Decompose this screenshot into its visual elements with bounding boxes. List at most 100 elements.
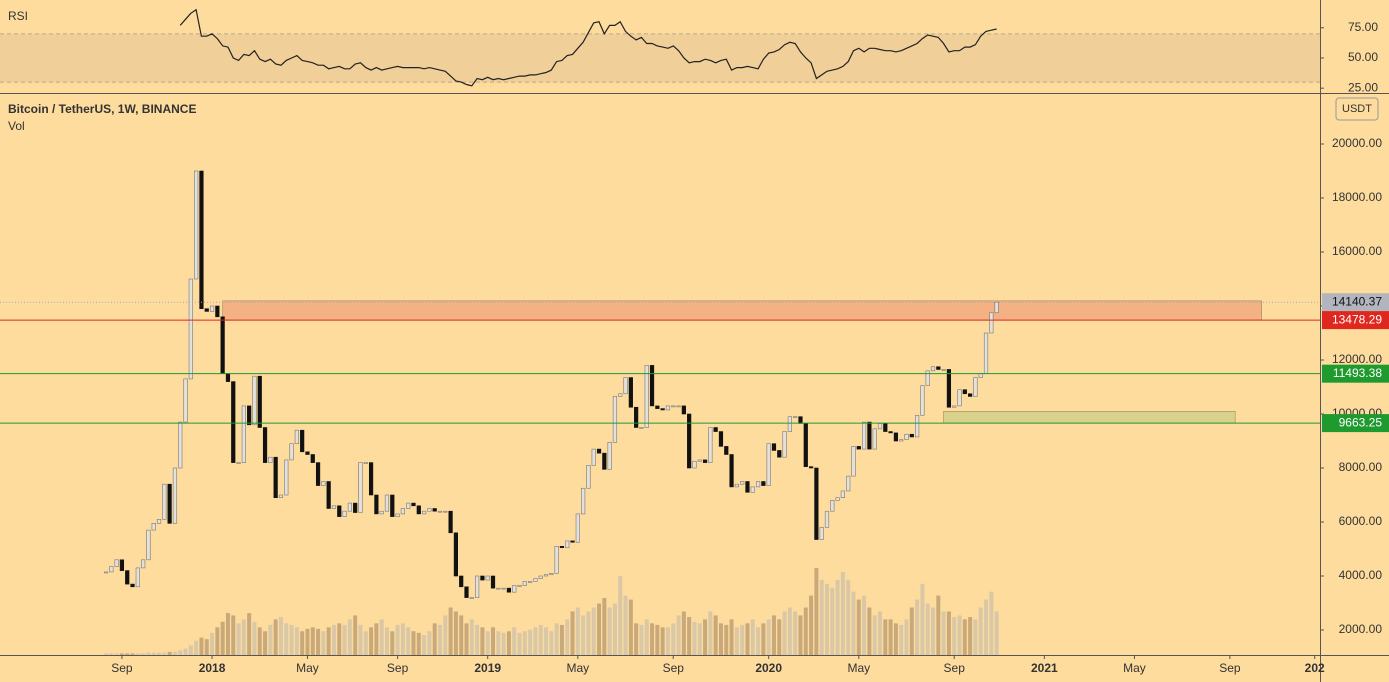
candle: [899, 439, 904, 442]
volume-bar: [369, 627, 374, 655]
candle: [480, 575, 485, 581]
candle: [660, 408, 665, 411]
volume-bar: [310, 627, 315, 655]
candle: [252, 375, 257, 426]
volume-bar: [247, 613, 252, 655]
volume-bar: [300, 631, 305, 655]
candle: [671, 405, 676, 408]
candle: [771, 443, 777, 451]
volume-bar: [316, 628, 321, 655]
rsi-band: [0, 33, 1320, 83]
volume-bar: [284, 623, 289, 655]
candle: [379, 510, 384, 515]
volume-bar: [909, 607, 914, 655]
volume-bar: [358, 624, 363, 655]
volume-bar: [724, 624, 729, 655]
volume-bar: [263, 631, 268, 655]
volume-bar: [220, 621, 225, 655]
candle: [973, 377, 978, 397]
volume-bar: [188, 645, 193, 655]
volume-bar: [872, 615, 877, 655]
y-tick-label: 20000.00: [1332, 136, 1382, 150]
volume-bar: [104, 653, 109, 655]
candle: [109, 566, 114, 573]
candle: [130, 583, 135, 588]
volume-bar: [109, 653, 114, 655]
volume-bar: [305, 628, 310, 655]
volume-bar: [390, 631, 395, 655]
candle: [459, 575, 464, 588]
candle: [406, 502, 411, 509]
volume-bar: [957, 615, 962, 655]
volume-bar: [204, 639, 209, 655]
volume-bar: [252, 621, 257, 655]
volume-bar: [459, 615, 464, 655]
volume-bar: [597, 603, 602, 655]
candle: [135, 567, 140, 588]
volume-bar: [703, 619, 708, 655]
candle: [575, 513, 580, 543]
candle: [787, 416, 792, 432]
volume-bar: [793, 611, 798, 655]
volume-bar: [427, 631, 432, 655]
candle: [215, 305, 220, 318]
x-tick-label: May: [1123, 661, 1146, 675]
y-tick-label: 16000.00: [1332, 244, 1382, 258]
candle: [750, 486, 755, 493]
volume-bar: [183, 648, 188, 655]
volume-bar: [241, 619, 246, 655]
volume-bar: [559, 624, 564, 655]
volume-bar: [634, 623, 639, 655]
candle: [644, 365, 649, 428]
candle: [793, 416, 798, 419]
candle: [188, 278, 193, 380]
candle: [946, 369, 952, 408]
volume-bar: [941, 611, 946, 655]
volume-bar: [687, 617, 692, 655]
candle: [300, 429, 305, 453]
volume-bar: [650, 623, 655, 655]
candle: [156, 518, 162, 524]
candle: [241, 405, 246, 463]
y-tick-label: 12000.00: [1332, 352, 1382, 366]
candle: [231, 381, 236, 463]
candle: [983, 332, 989, 374]
candle: [395, 513, 400, 517]
candle: [257, 375, 262, 428]
y-tick-label: 4000.00: [1339, 568, 1383, 582]
candle: [342, 510, 347, 517]
volume-bar: [756, 627, 761, 655]
candle: [363, 462, 368, 464]
volume-bar: [883, 619, 888, 655]
candle: [676, 405, 681, 408]
candle: [994, 301, 999, 314]
x-tick-label: 2019: [474, 661, 501, 675]
volume-bar: [612, 603, 617, 655]
candle: [522, 581, 527, 586]
volume-bar: [692, 621, 697, 655]
volume-bar: [787, 607, 792, 655]
volume-bar: [347, 619, 352, 655]
x-tick-label: 2021: [1031, 661, 1058, 675]
candle: [496, 587, 501, 590]
volume-bar: [925, 603, 930, 655]
candle: [761, 481, 766, 486]
candle: [443, 510, 448, 513]
candle: [400, 508, 405, 515]
volume-bar: [798, 615, 803, 655]
candle: [681, 405, 686, 415]
level-label: 13478.29: [1332, 312, 1382, 326]
y-tick-label: 18000.00: [1332, 190, 1382, 204]
candle: [936, 366, 941, 370]
candle: [390, 494, 395, 517]
candle: [199, 170, 204, 310]
candle: [448, 510, 453, 534]
volume-bar: [681, 611, 686, 655]
candle: [639, 427, 644, 429]
x-tick-label: Sep: [1219, 661, 1241, 675]
level-label: 11493.38: [1333, 366, 1382, 380]
volume-bar: [777, 619, 782, 655]
volume-bar: [628, 599, 633, 655]
volume-bar: [464, 623, 469, 655]
